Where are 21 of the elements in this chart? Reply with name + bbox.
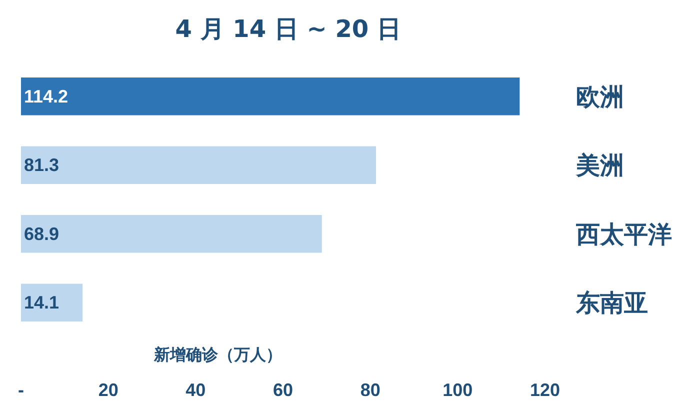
x-tick-label: 120 [530, 380, 560, 400]
x-axis-title: 新增确诊（万人） [153, 345, 282, 364]
bar [21, 146, 376, 184]
data-label: 68.9 [24, 224, 60, 244]
bar [21, 214, 322, 253]
y-tick-label: 东南亚 [575, 289, 648, 318]
data-label: 114.2 [24, 86, 68, 106]
chart-title: 4 月 14 日 ~ 20 日 [175, 15, 401, 44]
bar [21, 77, 520, 116]
y-tick-label: 欧洲 [576, 82, 624, 111]
x-tick-label: 20 [98, 380, 118, 400]
data-label: 81.3 [24, 155, 60, 176]
x-tick-label: 80 [360, 380, 380, 400]
y-tick-label: 西太平洋 [575, 220, 672, 248]
bar [21, 284, 83, 322]
x-tick-label: - [18, 380, 24, 400]
x-tick-label: 40 [186, 380, 206, 400]
x-tick-label: 60 [272, 380, 294, 400]
x-tick-label: 100 [442, 380, 473, 400]
data-label: 14.1 [24, 292, 60, 313]
y-tick-label: 美洲 [575, 152, 624, 180]
